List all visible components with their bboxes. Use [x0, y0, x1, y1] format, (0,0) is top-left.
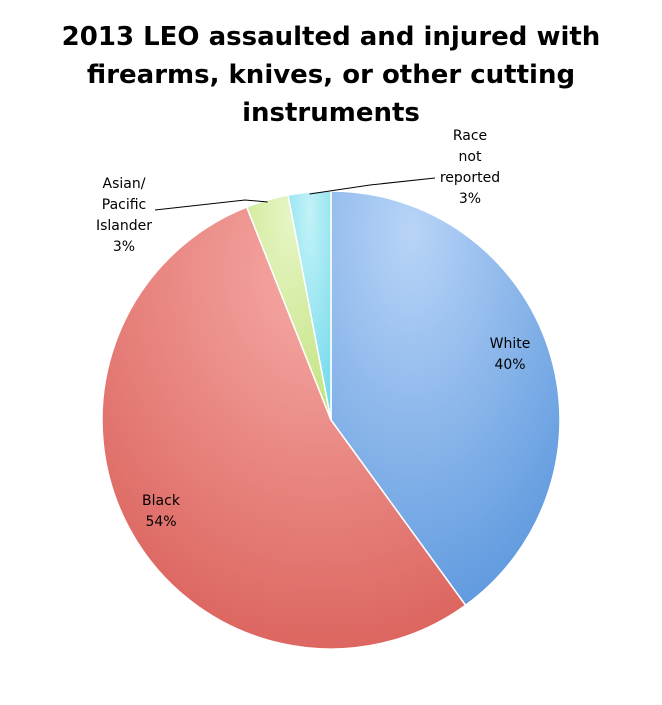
- pie-slice-white: [330, 190, 561, 607]
- leader-line-2: [154, 199, 268, 211]
- slice-label-1: Black 54%: [142, 493, 181, 530]
- chart-title-line-3: instruments: [242, 98, 420, 128]
- slice-label-0: White 40%: [490, 336, 531, 373]
- chart-title-line-2: firearms, knives, or other cutting: [86, 60, 576, 90]
- leader-line-3: [309, 177, 436, 195]
- chart-title: 2013 LEO assaulted and injured with fire…: [0, 18, 662, 132]
- slice-label-3: Race not reported 3%: [440, 128, 500, 207]
- slice-label-2: Asian/Pacific Islander 3%: [96, 176, 152, 255]
- pie-slice-black: [101, 206, 467, 650]
- chart-title-line-1: 2013 LEO assaulted and injured with: [61, 22, 601, 52]
